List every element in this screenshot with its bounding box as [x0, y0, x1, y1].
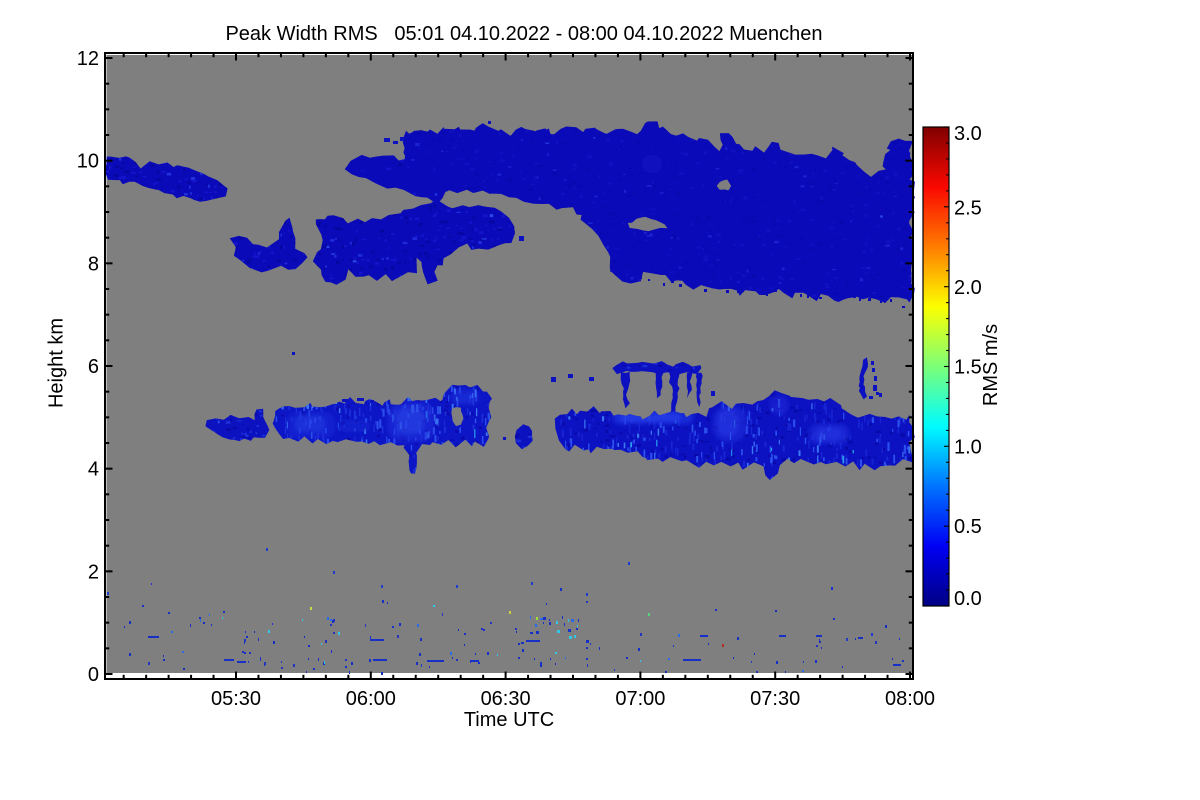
- svg-text:06:00: 06:00: [346, 688, 396, 710]
- svg-text:2.0: 2.0: [954, 277, 982, 299]
- svg-text:6: 6: [88, 356, 99, 378]
- svg-text:Time UTC: Time UTC: [464, 709, 554, 731]
- svg-text:10: 10: [77, 151, 99, 173]
- svg-text:08:00: 08:00: [885, 688, 935, 710]
- svg-text:1.0: 1.0: [954, 436, 982, 458]
- svg-text:3.0: 3.0: [954, 123, 982, 145]
- svg-text:06:30: 06:30: [481, 688, 531, 710]
- svg-text:8: 8: [88, 253, 99, 275]
- svg-text:07:30: 07:30: [750, 688, 800, 710]
- svg-text:0.5: 0.5: [954, 516, 982, 538]
- svg-text:07:00: 07:00: [615, 688, 665, 710]
- svg-text:1.5: 1.5: [954, 357, 982, 379]
- svg-text:05:30: 05:30: [211, 688, 261, 710]
- svg-text:Peak Width RMS 05:01 04.10.2: Peak Width RMS 05:01 04.10.2022 - 08:00 …: [225, 23, 822, 45]
- svg-text:0.0: 0.0: [954, 588, 982, 610]
- svg-text:12: 12: [77, 48, 99, 70]
- svg-text:2: 2: [88, 561, 99, 583]
- svg-text:RMS m/s: RMS m/s: [980, 324, 1002, 406]
- svg-text:Height km: Height km: [46, 318, 68, 408]
- svg-text:0: 0: [88, 664, 99, 686]
- svg-text:4: 4: [88, 459, 99, 481]
- svg-text:2.5: 2.5: [954, 197, 982, 219]
